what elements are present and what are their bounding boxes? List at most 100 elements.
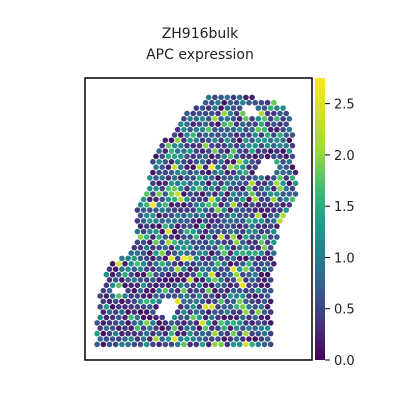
expression-spot (150, 191, 156, 197)
expression-spot (289, 132, 296, 138)
expression-spot (224, 223, 231, 229)
expression-spot (267, 341, 274, 348)
expression-spot (153, 293, 159, 299)
expression-spot (165, 336, 172, 342)
expression-spot (267, 320, 274, 326)
expression-spot (271, 99, 277, 106)
expression-spot (274, 148, 280, 154)
expression-spot (224, 126, 231, 133)
expression-spot (236, 298, 243, 305)
expression-spot (252, 218, 258, 224)
expression-spot (134, 336, 141, 342)
expression-spot (243, 341, 249, 348)
expression-spot (187, 255, 193, 262)
expression-spot (218, 202, 224, 208)
expression-spot (209, 218, 215, 224)
expression-spot (178, 293, 184, 299)
expression-spot (137, 244, 144, 251)
expression-spot (196, 218, 203, 224)
expression-spot (140, 293, 147, 299)
colorbar-ticks: 0.0 0.5 1.0 1.5 2.0 2.5 (325, 98, 355, 369)
expression-spot (143, 320, 150, 326)
expression-spot (264, 336, 271, 342)
expression-spot (267, 255, 274, 262)
expression-spot (193, 320, 200, 326)
expression-spot (165, 175, 172, 181)
expression-spot (147, 239, 153, 246)
expression-spot (267, 191, 274, 197)
expression-spot (218, 148, 224, 154)
expression-spot (116, 304, 122, 310)
expression-spot (171, 218, 178, 224)
expression-spot (193, 191, 200, 197)
expression-spot (267, 234, 274, 240)
expression-spot (196, 250, 203, 256)
expression-spot (218, 341, 224, 348)
expression-spot (255, 330, 262, 337)
expression-spot (181, 202, 187, 208)
expression-spot (227, 271, 234, 278)
expression-spot (150, 212, 156, 219)
expression-spot (181, 137, 187, 144)
expression-spot (196, 121, 203, 127)
expression-spot (162, 212, 169, 219)
expression-spot (171, 293, 178, 299)
expression-spot (159, 293, 165, 299)
expression-spot (205, 212, 212, 219)
expression-spot (252, 207, 258, 213)
expression-spot (258, 99, 265, 106)
expression-spot (233, 304, 240, 310)
expression-spot (125, 266, 131, 273)
expression-spot (243, 212, 249, 219)
expression-spot (131, 309, 138, 315)
expression-spot (230, 94, 237, 101)
expression-spot (252, 293, 258, 299)
expression-spot (174, 137, 181, 144)
expression-spot (140, 239, 147, 246)
expression-spot (199, 126, 206, 133)
expression-spot (140, 325, 147, 332)
expression-spot (162, 266, 169, 273)
expression-spot (261, 309, 268, 315)
expression-spot (165, 228, 172, 235)
expression-spot (255, 202, 262, 208)
expression-spot (168, 320, 175, 326)
expression-spot (215, 153, 221, 160)
expression-spot (230, 298, 237, 305)
expression-spot (143, 341, 150, 348)
expression-spot (243, 159, 249, 165)
expression-spot (255, 126, 262, 133)
expression-spot (252, 99, 258, 106)
expression-spot (227, 325, 234, 332)
expression-spot (193, 105, 200, 111)
expression-spot (196, 271, 203, 278)
expression-spot (243, 330, 249, 337)
expression-spot (224, 191, 231, 197)
expression-spot (187, 148, 193, 154)
expression-spot (190, 250, 196, 256)
expression-spot (156, 169, 162, 176)
expression-spot (171, 250, 178, 256)
expression-spot (174, 244, 181, 251)
expression-spot (274, 169, 280, 176)
expression-spot (221, 218, 227, 224)
expression-spot (187, 330, 193, 337)
expression-spot (187, 309, 193, 315)
expression-spot (240, 196, 246, 203)
expression-spot (249, 255, 255, 262)
expression-spot (277, 132, 283, 138)
expression-spot (159, 239, 165, 246)
expression-spot (255, 116, 262, 122)
expression-spot (181, 244, 187, 251)
expression-spot (249, 341, 255, 348)
expression-spot (236, 94, 243, 101)
expression-spot (233, 132, 240, 138)
expression-spot (236, 255, 243, 262)
expression-spot (280, 180, 286, 187)
expression-spot (190, 304, 196, 310)
expression-spot (267, 180, 274, 187)
expression-spot (209, 282, 215, 289)
expression-spot (159, 282, 165, 289)
expression-spot (261, 202, 268, 208)
expression-spot (277, 218, 283, 224)
